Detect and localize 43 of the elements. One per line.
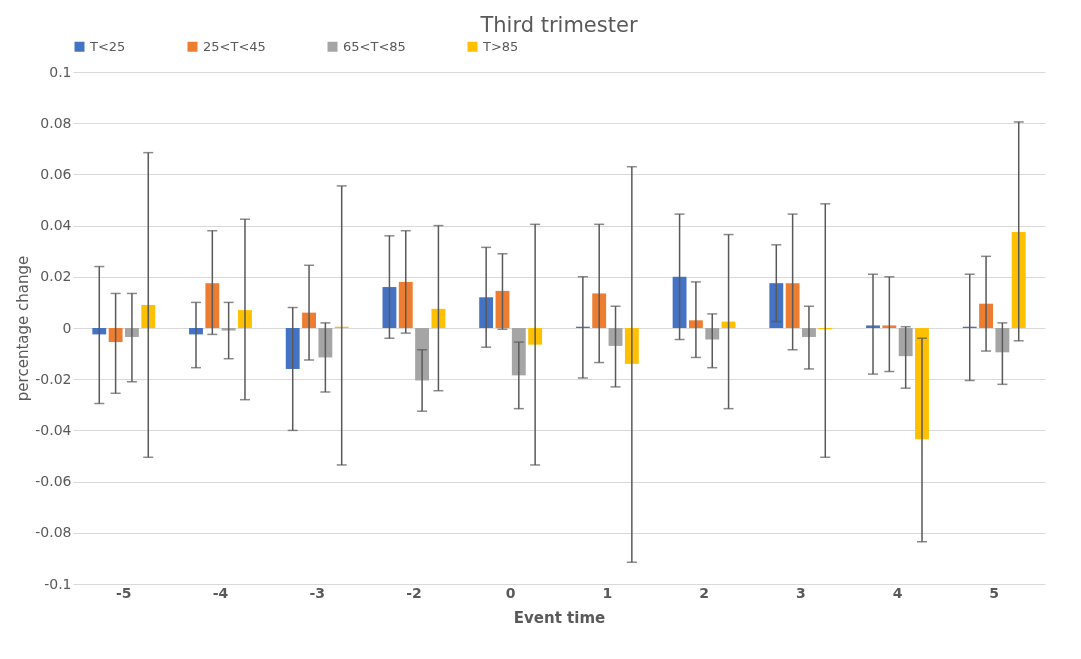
x-tick-label: 5 bbox=[989, 584, 1000, 601]
bar bbox=[431, 308, 446, 328]
y-tick-label: -0.1 bbox=[44, 575, 72, 592]
y-tick-label: 0.06 bbox=[40, 165, 72, 182]
bar bbox=[108, 328, 123, 343]
x-tick-label: 2 bbox=[699, 584, 709, 601]
legend-label: T<25 bbox=[89, 38, 126, 54]
bar bbox=[995, 328, 1010, 353]
x-axis-title: Event time bbox=[513, 608, 606, 627]
x-tick-label: -4 bbox=[212, 584, 229, 601]
x-tick-label: 1 bbox=[602, 584, 613, 601]
bar bbox=[882, 325, 897, 328]
bar bbox=[672, 276, 687, 328]
y-axis-title: percentage change bbox=[14, 255, 33, 402]
bar bbox=[141, 304, 156, 328]
x-tick-label: -5 bbox=[115, 584, 132, 601]
bar bbox=[318, 328, 333, 358]
y-tick-label: 0.02 bbox=[40, 268, 72, 285]
legend-label: 25<T<45 bbox=[203, 38, 266, 54]
bar bbox=[205, 283, 220, 328]
chart-title: Third trimester bbox=[479, 13, 638, 37]
bar bbox=[1011, 232, 1026, 328]
y-tick-label: 0.08 bbox=[40, 114, 72, 131]
bar bbox=[785, 283, 800, 328]
y-tick-label: 0 bbox=[62, 319, 72, 336]
x-tick-label: 3 bbox=[795, 584, 806, 601]
bar bbox=[382, 287, 397, 328]
bar bbox=[769, 283, 784, 328]
x-tick-label: -3 bbox=[309, 584, 325, 601]
y-tick-label: 0.1 bbox=[49, 63, 72, 80]
y-tick-label: -0.06 bbox=[35, 473, 72, 490]
bar bbox=[898, 328, 913, 357]
bar bbox=[285, 328, 300, 369]
y-tick-label: -0.08 bbox=[35, 524, 72, 541]
y-tick-label: 0.04 bbox=[40, 217, 72, 234]
legend-label: 65<T<85 bbox=[343, 38, 406, 54]
legend-label: T>85 bbox=[482, 38, 519, 54]
x-tick-label: -2 bbox=[406, 584, 422, 601]
y-tick-label: -0.04 bbox=[35, 421, 72, 438]
x-tick-label: 0 bbox=[505, 584, 516, 601]
x-tick-label: 4 bbox=[892, 584, 903, 601]
bar bbox=[221, 328, 236, 331]
y-tick-label: -0.02 bbox=[35, 370, 72, 387]
